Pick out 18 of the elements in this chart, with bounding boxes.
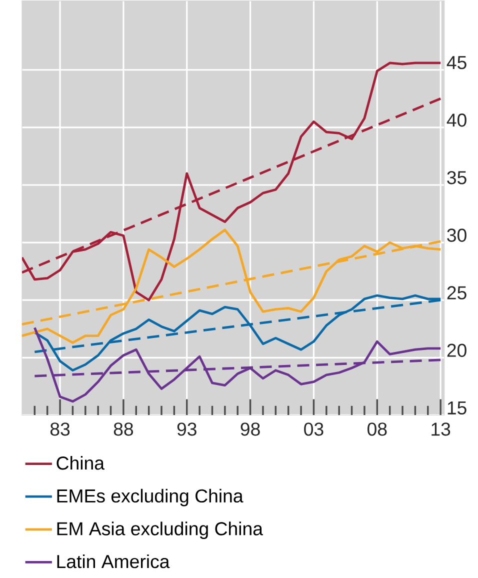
legend-label: EM Asia excluding China <box>57 522 263 540</box>
x-tick-label: 03 <box>304 422 324 436</box>
x-tick-label: 93 <box>177 422 196 436</box>
y-tick-label: 20 <box>447 344 466 357</box>
y-tick-label: 40 <box>446 114 466 127</box>
y-tick-label: 25 <box>447 286 466 300</box>
y-tick-label: 35 <box>446 171 466 184</box>
legend-label: EMEs excluding China <box>57 488 244 506</box>
x-tick-label: 98 <box>240 422 260 436</box>
y-tick-label: 45 <box>446 56 466 70</box>
legend-label: China <box>56 456 104 470</box>
y-tick-label: 30 <box>446 228 466 242</box>
legend-label: Latin America <box>57 554 170 568</box>
y-tick-label: 15 <box>448 402 466 415</box>
x-tick-label: 13 <box>431 422 450 436</box>
x-tick-label: 08 <box>367 422 387 436</box>
x-tick-label: 88 <box>114 422 133 436</box>
x-tick-label: 83 <box>50 422 70 436</box>
